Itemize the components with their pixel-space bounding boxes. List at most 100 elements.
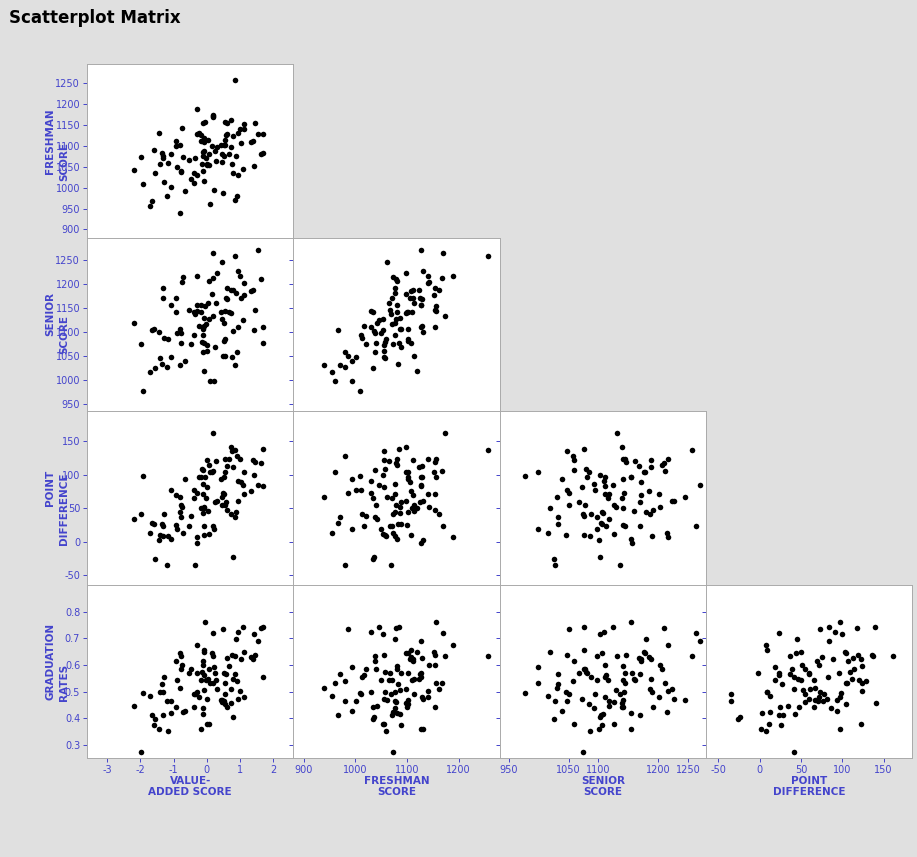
Point [657,456,671,470]
Point [230,494,245,508]
Point [481,249,496,263]
Point [825,652,840,666]
Point [220,503,235,517]
Point [133,150,148,164]
Point [627,454,642,468]
Point [436,247,450,261]
Point [143,689,158,703]
Point [615,491,630,505]
Point [233,136,248,150]
Point [822,620,836,633]
Point [190,297,204,311]
Point [244,484,259,498]
Point [163,147,178,160]
Point [583,507,598,521]
Point [218,349,233,363]
Point [840,654,855,668]
Point [217,333,232,346]
Text: DIFFERENCE: DIFFERENCE [60,472,69,545]
Point [205,287,220,301]
Point [547,694,562,708]
Point [834,686,848,700]
Point [398,682,413,696]
Point [205,272,220,285]
Point [420,452,435,466]
Point [615,452,630,466]
Point [377,444,392,458]
Point [414,634,428,648]
Point [598,691,613,704]
Point [406,297,421,310]
Point [186,328,201,342]
Point [151,722,166,735]
Point [597,626,612,639]
Point [178,472,193,486]
Point [230,626,245,639]
Point [254,621,269,635]
Point [385,491,400,505]
Point [215,305,229,319]
Point [172,681,187,695]
Point [636,465,651,479]
Point [237,289,251,303]
Point [606,528,621,542]
Point [193,501,208,515]
Point [169,518,183,532]
Point [194,665,209,679]
Point [435,464,449,478]
Point [593,627,608,641]
Point [363,486,378,500]
Point [206,427,221,440]
Point [867,620,882,634]
Point [197,668,212,681]
Point [602,699,616,713]
Point [594,518,609,531]
Point [390,532,404,546]
Point [399,518,414,532]
Point [237,465,251,479]
Point [624,706,638,720]
Point [156,149,171,163]
Point [174,658,189,672]
Point [838,676,853,690]
Point [256,479,271,493]
Point [605,478,620,492]
Point [407,349,422,363]
Point [169,654,183,668]
Point [237,690,251,704]
Point [327,465,342,479]
Point [174,121,189,135]
Point [337,674,352,687]
Point [429,304,444,318]
Point [206,247,221,261]
Point [224,696,238,710]
Point [256,670,271,684]
Point [404,650,419,664]
Point [590,510,604,524]
Point [547,558,562,572]
Point [667,494,681,508]
Point [577,662,591,675]
Point [174,275,189,289]
Point [797,662,812,676]
Point [692,478,707,492]
Point [375,323,390,337]
Point [854,716,868,730]
Point [202,528,216,542]
Point [385,519,400,533]
Point [247,323,261,337]
Point [224,440,238,454]
Point [760,686,775,699]
Point [414,298,428,312]
Point [127,164,141,177]
Point [133,746,148,759]
Point [215,255,229,268]
Point [220,117,235,130]
Text: SCORE: SCORE [60,141,69,181]
Point [228,668,243,681]
Point [667,692,681,706]
Point [401,470,415,484]
Point [205,111,220,124]
Point [230,321,245,334]
Point [197,144,212,158]
